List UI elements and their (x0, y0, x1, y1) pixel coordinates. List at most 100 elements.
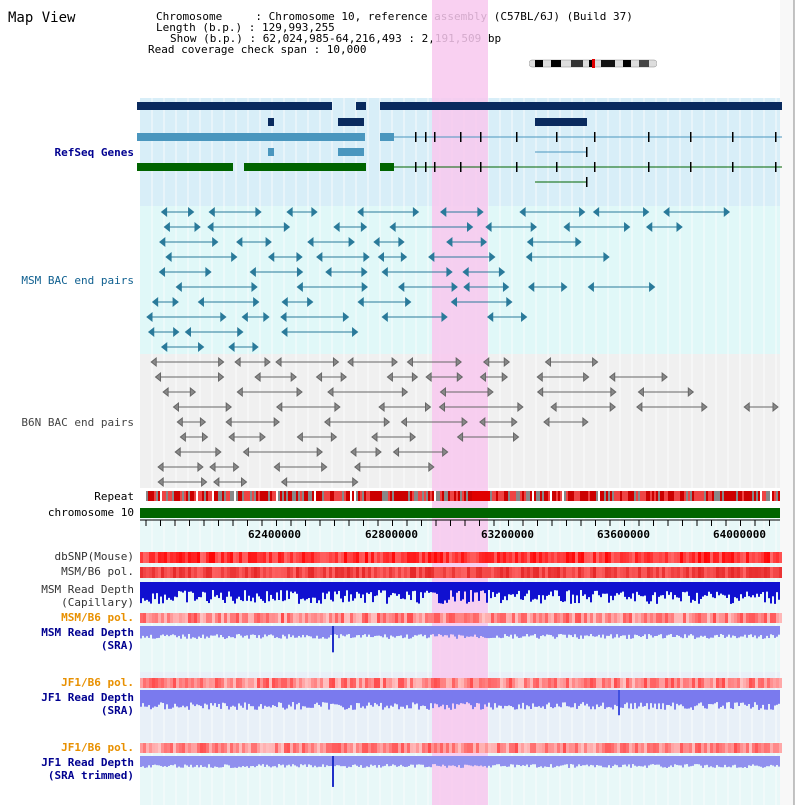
bac-end (563, 221, 570, 233)
depth-bar (172, 756, 174, 766)
heat-cell (242, 678, 245, 688)
heat-cell (413, 552, 416, 563)
bac-end (280, 311, 287, 323)
depth-bar (296, 626, 298, 638)
heat-cell (221, 552, 224, 563)
bac-end (687, 386, 695, 398)
heat-cell (773, 567, 776, 578)
heat-cell (437, 743, 440, 753)
heat-cell (281, 678, 284, 688)
bac-end (502, 281, 510, 293)
msm-bac-label[interactable]: MSM BAC end pairs (21, 274, 134, 287)
bac-end (624, 221, 631, 233)
depth-bar (396, 582, 398, 596)
heat-cell (512, 613, 515, 623)
gene-bar (268, 148, 274, 156)
bac-end (154, 371, 162, 383)
heat-cell (476, 678, 479, 688)
depth-bar (208, 582, 210, 604)
depth-bar (292, 582, 294, 594)
heat-cell (713, 567, 716, 578)
depth-bar (568, 582, 570, 591)
depth-bar (582, 582, 584, 596)
depth-bar (710, 690, 712, 705)
depth-bar (504, 690, 506, 706)
heat-cell (377, 678, 380, 688)
heat-cell (404, 743, 407, 753)
bac-end (201, 431, 209, 443)
heat-cell (326, 678, 329, 688)
heat-cell (710, 552, 713, 563)
depth-bar (416, 690, 418, 704)
heat-cell (413, 613, 416, 623)
heat-cell (605, 552, 608, 563)
depth-bar (714, 756, 716, 768)
depth-bar (376, 626, 378, 636)
depth-bar (490, 756, 492, 768)
depth-bar (536, 756, 538, 768)
bac-end (637, 386, 644, 398)
dbsnp-label: dbSNP(Mouse) (54, 550, 134, 563)
heat-cell (332, 678, 335, 688)
heat-cell (191, 678, 194, 688)
bac-end (391, 356, 398, 368)
depth-bar (154, 582, 156, 600)
heat-cell (539, 552, 542, 563)
heat-cell (389, 678, 392, 688)
heat-cell (323, 613, 326, 623)
heat-cell (206, 678, 209, 688)
heat-cell (485, 613, 488, 623)
depth-bar (426, 626, 428, 639)
bac-end (530, 221, 538, 233)
heat-cell (374, 567, 377, 578)
heat-cell (644, 567, 647, 578)
depth-bar (602, 626, 604, 635)
bac-end (265, 236, 272, 248)
depth-bar (406, 690, 408, 706)
depth-bar (392, 690, 394, 707)
heat-cell (779, 567, 782, 578)
depth-bar (142, 582, 144, 599)
depth-bar (420, 690, 422, 707)
depth-bar (468, 756, 470, 766)
depth-bar (156, 756, 158, 766)
depth-bar (200, 626, 202, 638)
depth-bar (246, 756, 248, 767)
heat-cell (455, 743, 458, 753)
repeat-element (436, 491, 438, 501)
heat-cell (374, 552, 377, 563)
repeat-element (174, 491, 176, 501)
depth-bar (220, 756, 222, 768)
heat-cell (776, 552, 779, 563)
b6n-bac-track (150, 356, 779, 488)
depth-bar (398, 626, 400, 636)
depth-bar (526, 626, 528, 635)
depth-bar (390, 690, 392, 706)
heat-cell (245, 567, 248, 578)
heat-cell (365, 552, 368, 563)
repeat-element (702, 491, 704, 501)
heat-cell (659, 567, 662, 578)
refseq-label[interactable]: RefSeq Genes (54, 146, 134, 159)
depth-bar (664, 582, 666, 599)
heat-cell (320, 613, 323, 623)
depth-bar (288, 756, 290, 765)
heat-cell (227, 552, 230, 563)
depth-bar (640, 690, 642, 703)
depth-bar (742, 756, 744, 768)
heat-cell (431, 743, 434, 753)
depth-bar (600, 582, 602, 598)
heat-cell (539, 567, 542, 578)
depth-bar (502, 690, 504, 709)
repeat-element (778, 491, 780, 501)
depth-bar (450, 756, 452, 766)
heat-cell (359, 567, 362, 578)
heat-cell (758, 743, 761, 753)
heat-cell (659, 552, 662, 563)
repeat-element (506, 491, 508, 501)
heat-cell (416, 743, 419, 753)
depth-bar (354, 626, 356, 638)
b6n-bac-label[interactable]: B6N BAC end pairs (21, 416, 134, 429)
repeat-element (302, 491, 304, 501)
